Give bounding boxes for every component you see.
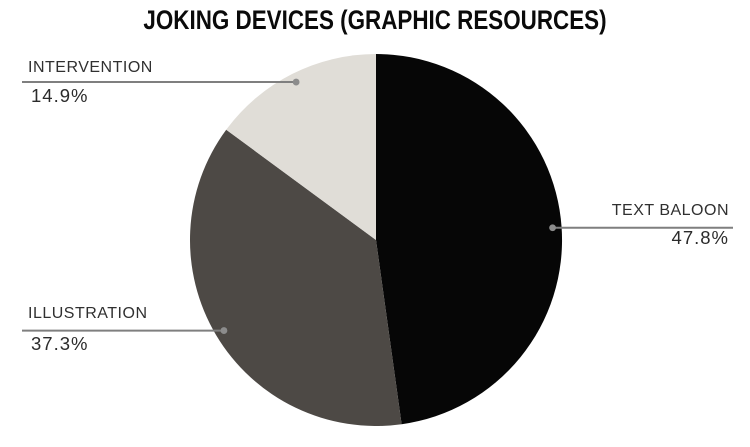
leader-dot-illustration <box>220 327 228 334</box>
pie-slice-intervention <box>226 54 376 240</box>
chart-title: JOKING DEVICES (GRAPHIC RESOURCES) <box>143 5 607 35</box>
pct-illustration: 37.3% <box>31 333 89 354</box>
leader-dot-text-baloon <box>549 224 556 232</box>
pct-intervention: 14.9% <box>31 85 89 106</box>
leader-dot-intervention <box>292 78 300 86</box>
label-illustration: ILLUSTRATION <box>28 305 148 322</box>
pie-slice-illustration <box>189 129 402 427</box>
label-intervention: INTERVENTION <box>28 59 153 76</box>
pie-slice-text-baloon <box>376 54 563 425</box>
pct-text-baloon: 47.8% <box>671 227 729 248</box>
label-text-baloon: TEXT BALOON <box>611 202 729 219</box>
